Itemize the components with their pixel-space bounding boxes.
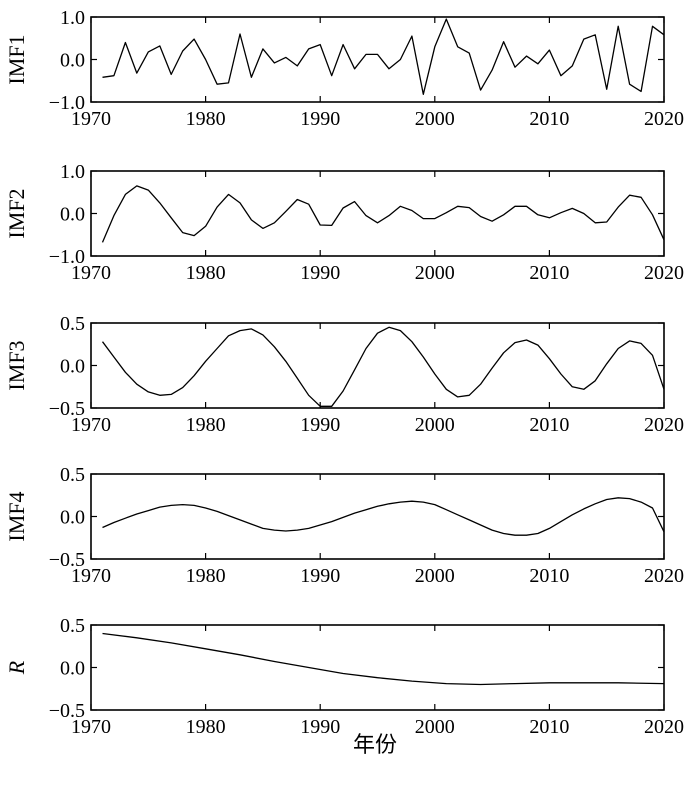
x-tick-label: 1990 <box>300 262 340 284</box>
y-axis-title: IMF3 <box>4 340 29 390</box>
y-tick-label: 0.5 <box>60 615 85 637</box>
series-line-imf2 <box>101 185 665 243</box>
y-tick-label: 0.0 <box>60 50 85 72</box>
y-tick-label: −1.0 <box>49 246 85 268</box>
x-tick-label: 1970 <box>71 414 111 436</box>
x-tick-label: 2000 <box>415 414 455 436</box>
y-tick-label: 0.0 <box>60 356 85 378</box>
x-axis-title: 年份 <box>353 733 397 758</box>
series-line-imf3 <box>101 326 665 407</box>
x-tick-label: 2020 <box>644 108 684 130</box>
y-tick-label: −1.0 <box>49 92 85 114</box>
x-tick-label: 2000 <box>415 262 455 284</box>
y-axis-title: IMF1 <box>4 34 29 84</box>
x-tick-label: 2000 <box>415 108 455 130</box>
plot-frame <box>90 170 665 257</box>
x-tick-label: 1970 <box>71 716 111 738</box>
plot-frame <box>90 16 665 103</box>
x-tick-label: 1990 <box>300 716 340 738</box>
y-axis-title: IMF4 <box>4 491 29 541</box>
y-tick-label: 0.0 <box>60 658 85 680</box>
x-tick-label: 2010 <box>529 262 569 284</box>
y-tick-label: 0.0 <box>60 204 85 226</box>
series-line-imf1 <box>102 18 665 95</box>
x-tick-label: 1970 <box>71 565 111 587</box>
plot-frame <box>90 624 665 711</box>
y-tick-label: 1.0 <box>60 161 85 183</box>
y-axis-title: R <box>4 660 29 675</box>
plot-frame <box>90 473 665 560</box>
x-tick-label: 1980 <box>186 108 226 130</box>
x-tick-label: 1980 <box>186 414 226 436</box>
y-tick-label: 0.5 <box>60 313 85 335</box>
x-tick-label: 2020 <box>644 716 684 738</box>
x-tick-label: 1980 <box>186 565 226 587</box>
y-tick-label: 0.5 <box>60 464 85 486</box>
x-tick-label: 1990 <box>300 108 340 130</box>
y-tick-label: −0.5 <box>49 549 85 571</box>
x-tick-label: 2020 <box>644 565 684 587</box>
x-tick-label: 2010 <box>529 716 569 738</box>
y-tick-label: 1.0 <box>60 7 85 29</box>
x-tick-label: 1990 <box>300 414 340 436</box>
x-tick-label: 1990 <box>300 565 340 587</box>
x-tick-label: 1980 <box>186 262 226 284</box>
x-tick-label: 2010 <box>529 414 569 436</box>
series-line-imf4 <box>102 497 665 536</box>
x-tick-label: 2010 <box>529 565 569 587</box>
y-axis-title: IMF2 <box>4 188 29 238</box>
y-tick-label: 0.0 <box>60 507 85 529</box>
y-tick-label: −0.5 <box>49 398 85 420</box>
x-tick-label: 1970 <box>71 108 111 130</box>
x-tick-label: 2010 <box>529 108 569 130</box>
x-tick-label: 2020 <box>644 414 684 436</box>
x-tick-label: 2020 <box>644 262 684 284</box>
x-tick-label: 1980 <box>186 716 226 738</box>
x-tick-label: 2000 <box>415 565 455 587</box>
x-tick-label: 2000 <box>415 716 455 738</box>
series-line-r <box>102 632 665 686</box>
x-tick-label: 1970 <box>71 262 111 284</box>
plot-frame <box>90 322 665 409</box>
y-tick-label: −0.5 <box>49 700 85 722</box>
